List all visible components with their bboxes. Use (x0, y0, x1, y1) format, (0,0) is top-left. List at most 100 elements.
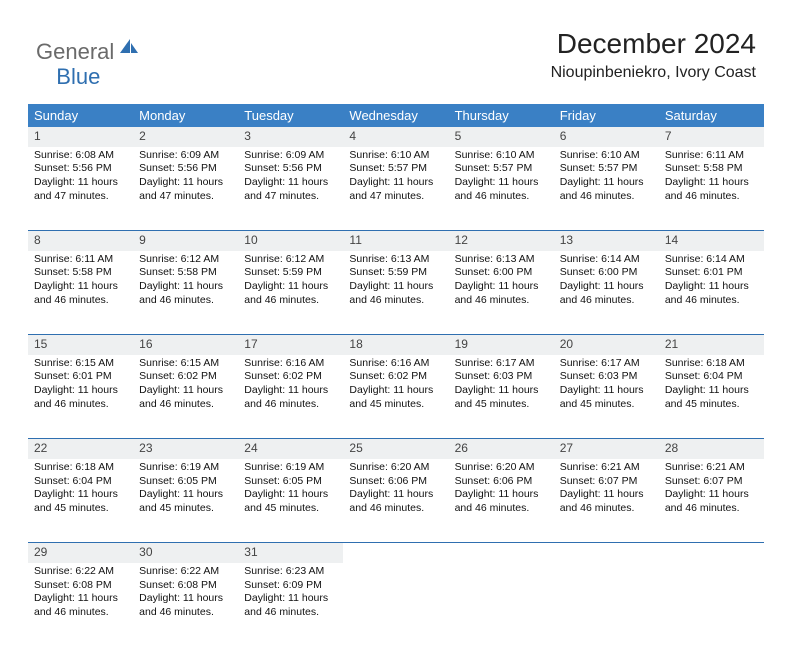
day-content-cell (449, 563, 554, 647)
day-number-row: 22232425262728 (28, 439, 764, 459)
location-label: Nioupinbeniekro, Ivory Coast (551, 64, 756, 82)
day-number-row: 891011121314 (28, 231, 764, 251)
sunrise-line: Sunrise: 6:16 AM (349, 357, 442, 371)
daylight-line: Daylight: 11 hours and 47 minutes. (244, 176, 337, 203)
weekday-header: Wednesday (343, 104, 448, 127)
day-number-cell: 25 (343, 439, 448, 459)
day-content-cell: Sunrise: 6:19 AMSunset: 6:05 PMDaylight:… (238, 459, 343, 543)
sunset-line: Sunset: 5:57 PM (455, 162, 548, 176)
day-number-cell (343, 543, 448, 563)
daylight-line: Daylight: 11 hours and 46 minutes. (244, 280, 337, 307)
daylight-line: Daylight: 11 hours and 47 minutes. (34, 176, 127, 203)
sunset-line: Sunset: 6:08 PM (139, 579, 232, 593)
daylight-line: Daylight: 11 hours and 45 minutes. (665, 384, 758, 411)
day-content-cell: Sunrise: 6:17 AMSunset: 6:03 PMDaylight:… (554, 355, 659, 439)
sunrise-line: Sunrise: 6:09 AM (139, 149, 232, 163)
day-content-cell: Sunrise: 6:10 AMSunset: 5:57 PMDaylight:… (554, 147, 659, 231)
daylight-line: Daylight: 11 hours and 46 minutes. (455, 176, 548, 203)
day-content-cell: Sunrise: 6:22 AMSunset: 6:08 PMDaylight:… (133, 563, 238, 647)
day-number-cell (659, 543, 764, 563)
sunrise-line: Sunrise: 6:11 AM (665, 149, 758, 163)
day-content-cell: Sunrise: 6:10 AMSunset: 5:57 PMDaylight:… (343, 147, 448, 231)
day-number-row: 15161718192021 (28, 335, 764, 355)
day-content-row: Sunrise: 6:18 AMSunset: 6:04 PMDaylight:… (28, 459, 764, 543)
day-content-row: Sunrise: 6:22 AMSunset: 6:08 PMDaylight:… (28, 563, 764, 647)
weekday-header: Friday (554, 104, 659, 127)
day-number-cell: 17 (238, 335, 343, 355)
sunset-line: Sunset: 6:01 PM (665, 266, 758, 280)
day-content-row: Sunrise: 6:08 AMSunset: 5:56 PMDaylight:… (28, 147, 764, 231)
sunrise-line: Sunrise: 6:18 AM (34, 461, 127, 475)
sunrise-line: Sunrise: 6:14 AM (560, 253, 653, 267)
sunset-line: Sunset: 5:56 PM (34, 162, 127, 176)
daylight-line: Daylight: 11 hours and 46 minutes. (560, 280, 653, 307)
daylight-line: Daylight: 11 hours and 46 minutes. (139, 384, 232, 411)
sunrise-line: Sunrise: 6:12 AM (244, 253, 337, 267)
day-content-cell: Sunrise: 6:22 AMSunset: 6:08 PMDaylight:… (28, 563, 133, 647)
day-number-cell: 5 (449, 127, 554, 147)
day-content-cell (343, 563, 448, 647)
sunrise-line: Sunrise: 6:22 AM (139, 565, 232, 579)
day-number-cell: 23 (133, 439, 238, 459)
title-block: December 2024 Nioupinbeniekro, Ivory Coa… (551, 28, 756, 82)
sunset-line: Sunset: 6:06 PM (455, 475, 548, 489)
sunrise-line: Sunrise: 6:20 AM (349, 461, 442, 475)
sunrise-line: Sunrise: 6:15 AM (139, 357, 232, 371)
sunrise-line: Sunrise: 6:11 AM (34, 253, 127, 267)
day-number-cell: 4 (343, 127, 448, 147)
day-content-cell (659, 563, 764, 647)
day-content-cell: Sunrise: 6:11 AMSunset: 5:58 PMDaylight:… (659, 147, 764, 231)
sunrise-line: Sunrise: 6:13 AM (349, 253, 442, 267)
daylight-line: Daylight: 11 hours and 46 minutes. (139, 592, 232, 619)
sunrise-line: Sunrise: 6:19 AM (244, 461, 337, 475)
sunset-line: Sunset: 6:04 PM (34, 475, 127, 489)
sunset-line: Sunset: 5:58 PM (665, 162, 758, 176)
sunrise-line: Sunrise: 6:10 AM (349, 149, 442, 163)
page-title: December 2024 (551, 28, 756, 60)
day-content-cell: Sunrise: 6:23 AMSunset: 6:09 PMDaylight:… (238, 563, 343, 647)
daylight-line: Daylight: 11 hours and 45 minutes. (244, 488, 337, 515)
day-content-cell: Sunrise: 6:14 AMSunset: 6:00 PMDaylight:… (554, 251, 659, 335)
daylight-line: Daylight: 11 hours and 46 minutes. (349, 488, 442, 515)
daylight-line: Daylight: 11 hours and 46 minutes. (560, 488, 653, 515)
day-number-cell: 28 (659, 439, 764, 459)
sunset-line: Sunset: 5:58 PM (139, 266, 232, 280)
weekday-header: Tuesday (238, 104, 343, 127)
day-content-cell: Sunrise: 6:21 AMSunset: 6:07 PMDaylight:… (554, 459, 659, 543)
day-content-cell: Sunrise: 6:17 AMSunset: 6:03 PMDaylight:… (449, 355, 554, 439)
daylight-line: Daylight: 11 hours and 47 minutes. (139, 176, 232, 203)
day-content-row: Sunrise: 6:15 AMSunset: 6:01 PMDaylight:… (28, 355, 764, 439)
daylight-line: Daylight: 11 hours and 46 minutes. (560, 176, 653, 203)
day-number-cell: 15 (28, 335, 133, 355)
day-number-cell: 26 (449, 439, 554, 459)
day-content-cell: Sunrise: 6:18 AMSunset: 6:04 PMDaylight:… (28, 459, 133, 543)
daylight-line: Daylight: 11 hours and 45 minutes. (349, 384, 442, 411)
daylight-line: Daylight: 11 hours and 46 minutes. (665, 176, 758, 203)
day-number-cell: 6 (554, 127, 659, 147)
day-content-cell: Sunrise: 6:11 AMSunset: 5:58 PMDaylight:… (28, 251, 133, 335)
day-content-cell: Sunrise: 6:09 AMSunset: 5:56 PMDaylight:… (133, 147, 238, 231)
daylight-line: Daylight: 11 hours and 46 minutes. (34, 592, 127, 619)
day-number-cell: 22 (28, 439, 133, 459)
sunrise-line: Sunrise: 6:21 AM (560, 461, 653, 475)
sunrise-line: Sunrise: 6:17 AM (560, 357, 653, 371)
sunset-line: Sunset: 6:05 PM (139, 475, 232, 489)
header: General Blue December 2024 Nioupinbeniek… (0, 0, 792, 92)
day-number-cell: 7 (659, 127, 764, 147)
day-content-cell: Sunrise: 6:21 AMSunset: 6:07 PMDaylight:… (659, 459, 764, 543)
sunset-line: Sunset: 6:02 PM (349, 370, 442, 384)
sunset-line: Sunset: 6:04 PM (665, 370, 758, 384)
sunset-line: Sunset: 6:00 PM (560, 266, 653, 280)
daylight-line: Daylight: 11 hours and 46 minutes. (455, 280, 548, 307)
daylight-line: Daylight: 11 hours and 45 minutes. (34, 488, 127, 515)
sunset-line: Sunset: 6:07 PM (560, 475, 653, 489)
sunrise-line: Sunrise: 6:14 AM (665, 253, 758, 267)
day-number-cell: 19 (449, 335, 554, 355)
sunrise-line: Sunrise: 6:19 AM (139, 461, 232, 475)
daylight-line: Daylight: 11 hours and 46 minutes. (665, 280, 758, 307)
sunset-line: Sunset: 5:57 PM (349, 162, 442, 176)
day-number-cell: 24 (238, 439, 343, 459)
daylight-line: Daylight: 11 hours and 46 minutes. (139, 280, 232, 307)
sunset-line: Sunset: 6:08 PM (34, 579, 127, 593)
day-content-cell: Sunrise: 6:19 AMSunset: 6:05 PMDaylight:… (133, 459, 238, 543)
